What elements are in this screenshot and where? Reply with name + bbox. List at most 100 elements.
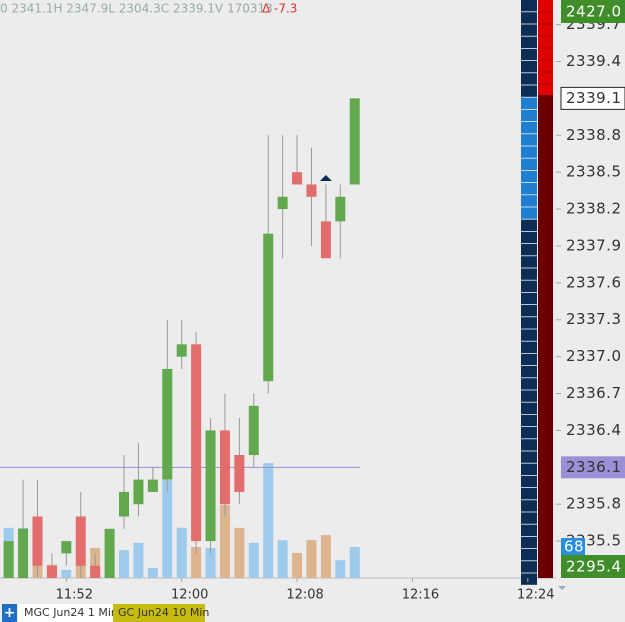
depth-cell: [521, 402, 537, 414]
depth-cell: [521, 573, 537, 585]
depth-cell: [521, 390, 537, 402]
hline-label: 2336.1: [566, 458, 622, 476]
depth-cell: [521, 146, 537, 158]
tab-label[interactable]: MGC Jun24 1 Min: [24, 606, 118, 619]
candle-body: [335, 196, 346, 222]
candle-body: [292, 172, 303, 185]
tab[interactable]: [113, 604, 205, 622]
depth-column: [538, 95, 553, 578]
volume-bar: [292, 552, 303, 578]
depth-cell: [521, 170, 537, 183]
depth-cell: [521, 317, 537, 329]
depth-cell: [521, 122, 537, 134]
add-tab-label[interactable]: +: [4, 605, 16, 621]
candle-body: [119, 491, 130, 517]
depth-cell: [521, 24, 537, 36]
volume-bar: [335, 560, 346, 578]
candle-body: [219, 430, 230, 505]
y-tick-label: 2338.2: [566, 200, 622, 218]
flag-box: [561, 0, 625, 23]
volume-flag: 68: [564, 538, 584, 556]
candle-body: [176, 344, 187, 357]
volume-bar: [277, 540, 288, 578]
volume-bar: [119, 550, 130, 578]
tab-label[interactable]: GC Jun24 10 Min: [118, 606, 209, 619]
depth-cell: [521, 134, 537, 146]
depth-cell: [521, 439, 537, 451]
depth-cell: [521, 561, 537, 573]
depth-cell: [521, 36, 537, 48]
volume-bar: [205, 547, 216, 578]
depth-cell: [521, 280, 537, 292]
depth-cell: [521, 109, 537, 122]
depth-cell: [521, 85, 537, 97]
ohlc-header: 0 2341.1H 2347.9L 2304.3C 2339.1V 170313: [0, 2, 273, 16]
change-header: Δ -7.3: [262, 2, 297, 16]
x-tick-label: 12:24: [517, 588, 554, 603]
scroll-arrow: [558, 586, 566, 590]
depth-cell: [521, 451, 537, 463]
last-price-label: 2339.1: [566, 89, 622, 107]
last-price-box: [560, 86, 625, 110]
candle-body: [162, 368, 173, 480]
depth-cell: [521, 500, 537, 512]
depth-cell: [521, 329, 537, 341]
depth-cell: [521, 158, 537, 170]
flag-label: 2295.4: [566, 558, 622, 576]
volume-bar: [320, 535, 331, 578]
candle-body: [133, 479, 144, 505]
tab[interactable]: [18, 604, 113, 622]
depth-cell: [521, 536, 537, 549]
depth-cell: [521, 524, 537, 536]
flag-box: [561, 555, 625, 578]
depth-cell: [521, 488, 537, 500]
depth-cell: [521, 219, 537, 231]
volume-bar: [263, 463, 274, 578]
candle-body: [191, 344, 202, 542]
candle-body: [320, 221, 331, 259]
depth-cell: [521, 61, 537, 73]
depth-cell: [521, 549, 537, 561]
depth-cell: [521, 195, 537, 207]
candle-body: [349, 98, 360, 185]
y-tick-label: 2337.0: [566, 347, 622, 365]
y-tick-label: 2338.8: [566, 126, 622, 144]
candle-body: [263, 233, 274, 382]
volume-bar: [349, 547, 360, 578]
y-tick-label: 2337.3: [566, 310, 622, 328]
y-tick-label: 2337.6: [566, 273, 622, 291]
depth-cell: [521, 207, 537, 219]
x-tick-label: 11:52: [56, 588, 93, 603]
depth-cell: [521, 292, 537, 305]
depth-cell: [521, 305, 537, 317]
volume-bar: [248, 542, 259, 578]
x-tick-label: 12:08: [286, 588, 323, 603]
volume-flag-box: [561, 538, 585, 557]
x-tick-label: 12:00: [171, 588, 208, 603]
candle-body: [18, 528, 29, 578]
y-tick-label: 2336.4: [566, 421, 622, 439]
candle-body: [147, 479, 158, 492]
depth-cell: [521, 378, 537, 390]
volume-bar: [191, 547, 202, 578]
depth-cell: [521, 341, 537, 353]
depth-cell: [521, 475, 537, 488]
volume-bar: [133, 542, 144, 578]
hline-box: [561, 456, 625, 479]
depth-cell: [521, 183, 537, 195]
y-tick-label: 2337.9: [566, 236, 622, 254]
candle-body: [61, 541, 72, 554]
flag-label: 2427.0: [566, 3, 622, 21]
marker: [319, 175, 332, 181]
depth-cell: [521, 97, 537, 109]
candle-body: [306, 184, 317, 197]
depth-cell: [521, 353, 537, 366]
x-tick-label: 12:16: [402, 588, 439, 603]
depth-cell: [521, 256, 537, 268]
volume-bar: [162, 479, 173, 578]
volume-bar: [234, 527, 245, 578]
volume-bar: [306, 540, 317, 578]
add-tab[interactable]: [2, 604, 17, 622]
candle-body: [234, 455, 245, 492]
